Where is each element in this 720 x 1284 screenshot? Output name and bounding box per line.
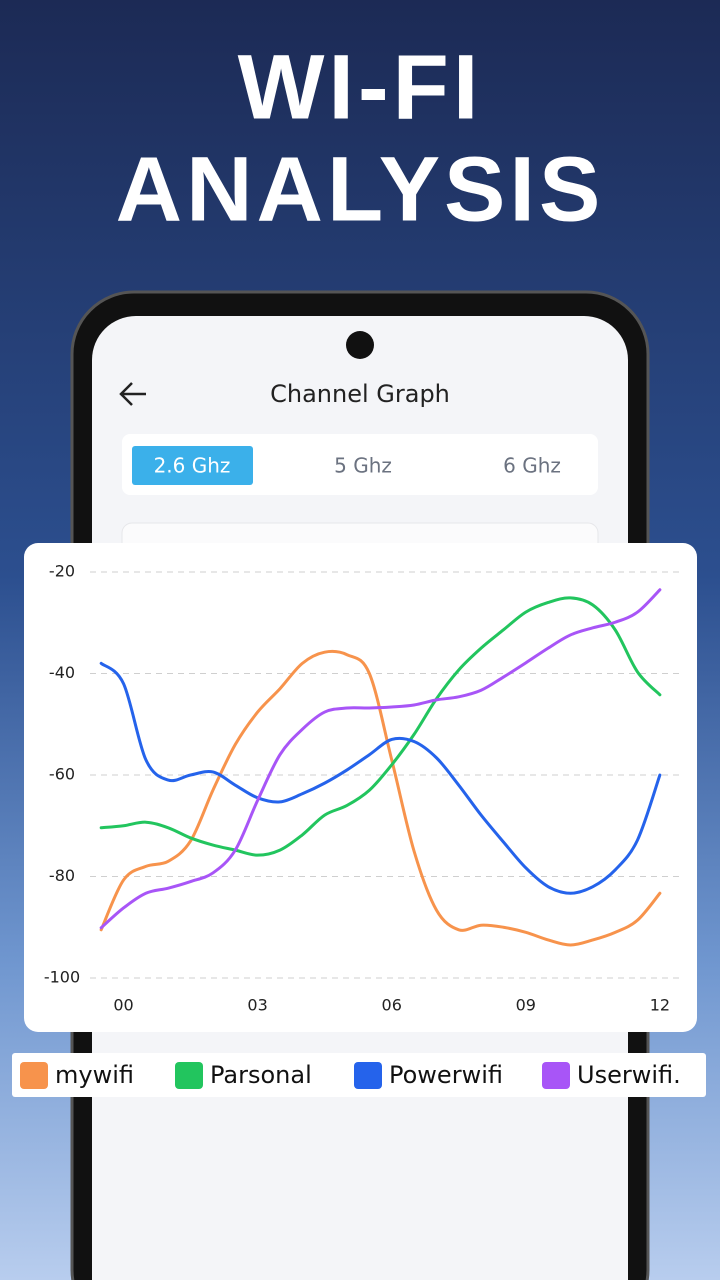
chart: -20 -40 -60 -80 -100 00 03 06 09 12 [44,562,680,1015]
y-tick-label: -100 [44,968,80,987]
series-line [99,649,662,947]
legend-swatch [175,1062,203,1089]
headline: WI-FI [238,36,483,138]
x-tick-label: 09 [516,996,536,1015]
active-tab [132,446,253,485]
chart-card [24,543,697,1032]
series-line [99,596,662,857]
y-tick-label: -60 [49,765,75,784]
camera [346,331,374,359]
screen-title: Channel Graph [270,380,450,408]
tabs: 2.6 Ghz 5 Ghz 6 Ghz [132,446,561,485]
back-button[interactable] [119,382,146,406]
tab[interactable]: 6 Ghz [503,454,561,478]
legend-label: Parsonal [210,1061,312,1089]
legend-swatch [20,1062,48,1089]
legend-label: Userwifi. [577,1061,681,1089]
x-tick-label: 06 [382,996,402,1015]
legend-swatch [542,1062,570,1089]
tab[interactable]: 2.6 Ghz [154,454,231,478]
legend-label: mywifi [55,1061,134,1089]
x-tick-label: 03 [247,996,267,1015]
series-line [99,661,662,895]
x-tick-label: 00 [113,996,133,1015]
y-tick-label: -20 [49,562,75,581]
y-tick-label: -40 [49,663,75,682]
y-tick-label: -80 [49,866,75,885]
tab[interactable]: 5 Ghz [334,454,392,478]
legend-swatch [354,1062,382,1089]
series-line [99,588,662,930]
x-tick-label: 12 [650,996,670,1015]
legend-label: Powerwifi [389,1061,503,1089]
headline: ANALYSIS [116,138,605,240]
